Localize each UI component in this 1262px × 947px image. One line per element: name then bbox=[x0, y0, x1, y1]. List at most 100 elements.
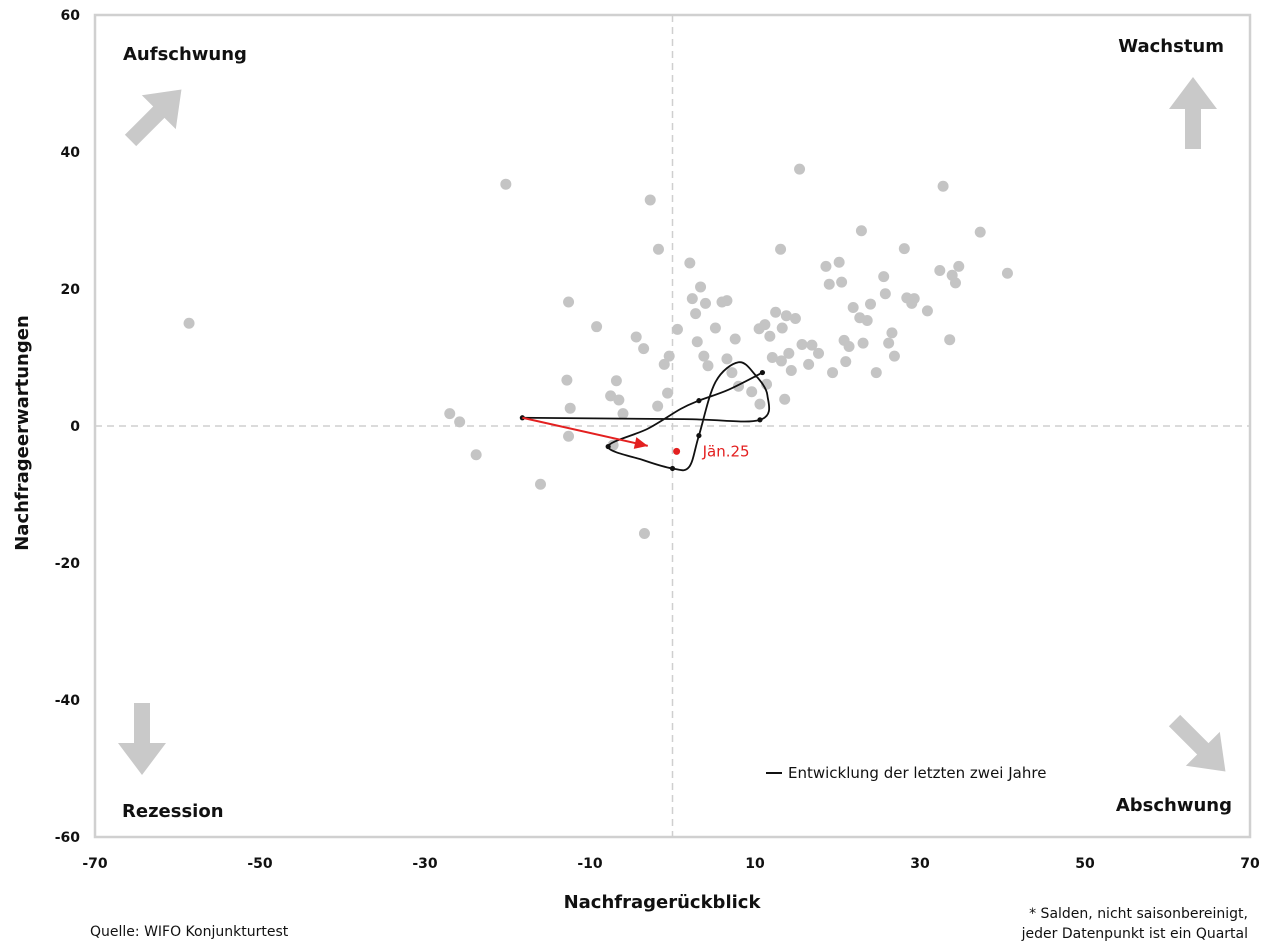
scatter-point bbox=[833, 256, 845, 268]
scatter-point bbox=[700, 297, 711, 309]
zero-guides bbox=[95, 15, 1250, 837]
arrow-down-icon bbox=[118, 703, 166, 775]
scatter-point bbox=[754, 398, 766, 410]
scatter-point bbox=[500, 178, 512, 190]
scatter-point bbox=[658, 358, 670, 370]
scatter-point bbox=[803, 358, 815, 370]
scatter-point bbox=[561, 374, 573, 386]
x-tick-label: 30 bbox=[910, 856, 930, 872]
y-tick-label: 40 bbox=[61, 145, 81, 161]
scatter-point bbox=[937, 180, 949, 192]
legend-label: Entwicklung der letzten zwei Jahre bbox=[788, 764, 1046, 782]
x-tick-label: -10 bbox=[577, 856, 603, 872]
y-tick-label: 60 bbox=[61, 8, 81, 24]
x-tick-label: 50 bbox=[1075, 856, 1095, 872]
scatter-point bbox=[610, 375, 622, 387]
scatter-point bbox=[613, 394, 625, 406]
scatter-point bbox=[721, 353, 733, 365]
scatter-point bbox=[878, 271, 890, 283]
scatter-point bbox=[638, 528, 650, 540]
trajectory-series: Jän.25 bbox=[519, 361, 771, 472]
scatter-point bbox=[698, 350, 710, 362]
source-note: Quelle: WIFO Konjunkturtest bbox=[90, 924, 289, 940]
scatter-point bbox=[662, 387, 674, 399]
scatter-point bbox=[775, 355, 787, 367]
scatter-point bbox=[726, 367, 738, 379]
x-tick-label: -50 bbox=[247, 856, 273, 872]
latest-arrow-line bbox=[522, 416, 648, 447]
y-tick-label: 20 bbox=[61, 282, 81, 298]
y-tick-label: 0 bbox=[70, 419, 80, 435]
quadrant-label-aufschwung: Aufschwung bbox=[123, 44, 247, 65]
scatter-point bbox=[759, 319, 771, 331]
scatter-point bbox=[780, 310, 792, 322]
scatter-point bbox=[785, 365, 797, 377]
scatter-point bbox=[617, 408, 629, 420]
scatter-point bbox=[794, 163, 806, 175]
quadrant-arrows bbox=[118, 77, 1226, 775]
scatter-point bbox=[813, 347, 825, 359]
scatter-point bbox=[836, 276, 848, 288]
scatter-point bbox=[908, 293, 920, 305]
scatter-point bbox=[775, 243, 787, 255]
latest-arrowhead-icon bbox=[633, 437, 648, 449]
scatter-point bbox=[746, 386, 758, 398]
scatter-point bbox=[879, 288, 891, 300]
scatter-point bbox=[949, 277, 961, 289]
footnote-line-2: jeder Datenpunkt ist ein Quartal bbox=[1021, 926, 1248, 942]
scatter-point bbox=[709, 322, 721, 334]
scatter-point bbox=[840, 356, 852, 368]
scatter-point bbox=[806, 339, 818, 351]
latest-point-label: Jän.25 bbox=[702, 442, 750, 460]
arrow-up-icon bbox=[1169, 77, 1217, 149]
scatter-point bbox=[857, 337, 869, 349]
scatter-point bbox=[888, 350, 900, 362]
scatter-point bbox=[563, 430, 575, 442]
scatter-point bbox=[630, 331, 642, 343]
x-axis-title: Nachfragerückblick bbox=[564, 892, 762, 913]
scatter-point bbox=[789, 312, 801, 324]
scatter-point bbox=[770, 306, 782, 318]
y-ticks: 60 40 20 0 -20 -40 -60 bbox=[55, 8, 81, 846]
scatter-point bbox=[644, 194, 656, 206]
scatter-point bbox=[563, 296, 575, 308]
quadrant-label-rezession: Rezession bbox=[122, 801, 224, 822]
scatter-point bbox=[591, 321, 603, 333]
arrow-down-right-icon bbox=[1168, 714, 1226, 772]
y-axis-title: Nachfrageerwartungen bbox=[12, 315, 33, 551]
scatter-point bbox=[535, 478, 546, 490]
scatter-point bbox=[898, 243, 910, 255]
scatter-point bbox=[827, 367, 839, 379]
quadrant-label-abschwung: Abschwung bbox=[1116, 795, 1232, 816]
scatter-point bbox=[444, 408, 456, 420]
scatter-point bbox=[671, 323, 683, 335]
trajectory-point bbox=[757, 417, 763, 423]
scatter-point bbox=[564, 402, 576, 414]
scatter-point bbox=[783, 347, 795, 359]
scatter-point bbox=[652, 243, 664, 255]
scatter-point bbox=[870, 367, 882, 379]
latest-point bbox=[673, 447, 681, 455]
scatter-point bbox=[695, 281, 707, 293]
scatter-point bbox=[721, 295, 733, 307]
trajectory-line bbox=[522, 361, 771, 472]
scatter-point bbox=[684, 257, 696, 269]
scatter-point bbox=[823, 278, 835, 290]
scatter-point bbox=[638, 343, 650, 355]
scatter-point bbox=[764, 330, 776, 342]
arrow-up-right-icon bbox=[124, 89, 182, 147]
scatter-point bbox=[865, 298, 876, 310]
trajectory-point bbox=[759, 369, 766, 376]
trajectory-point bbox=[669, 465, 676, 472]
scatter-point bbox=[663, 350, 675, 362]
x-tick-label: -70 bbox=[82, 856, 108, 872]
scatter-point bbox=[921, 305, 933, 317]
scatter-point bbox=[690, 308, 702, 320]
x-tick-label: 70 bbox=[1240, 856, 1260, 872]
scatter-point bbox=[470, 449, 482, 461]
scatter-point bbox=[796, 338, 808, 350]
scatter-point bbox=[855, 225, 867, 237]
scatter-point bbox=[843, 341, 855, 353]
scatter-point bbox=[183, 317, 195, 329]
